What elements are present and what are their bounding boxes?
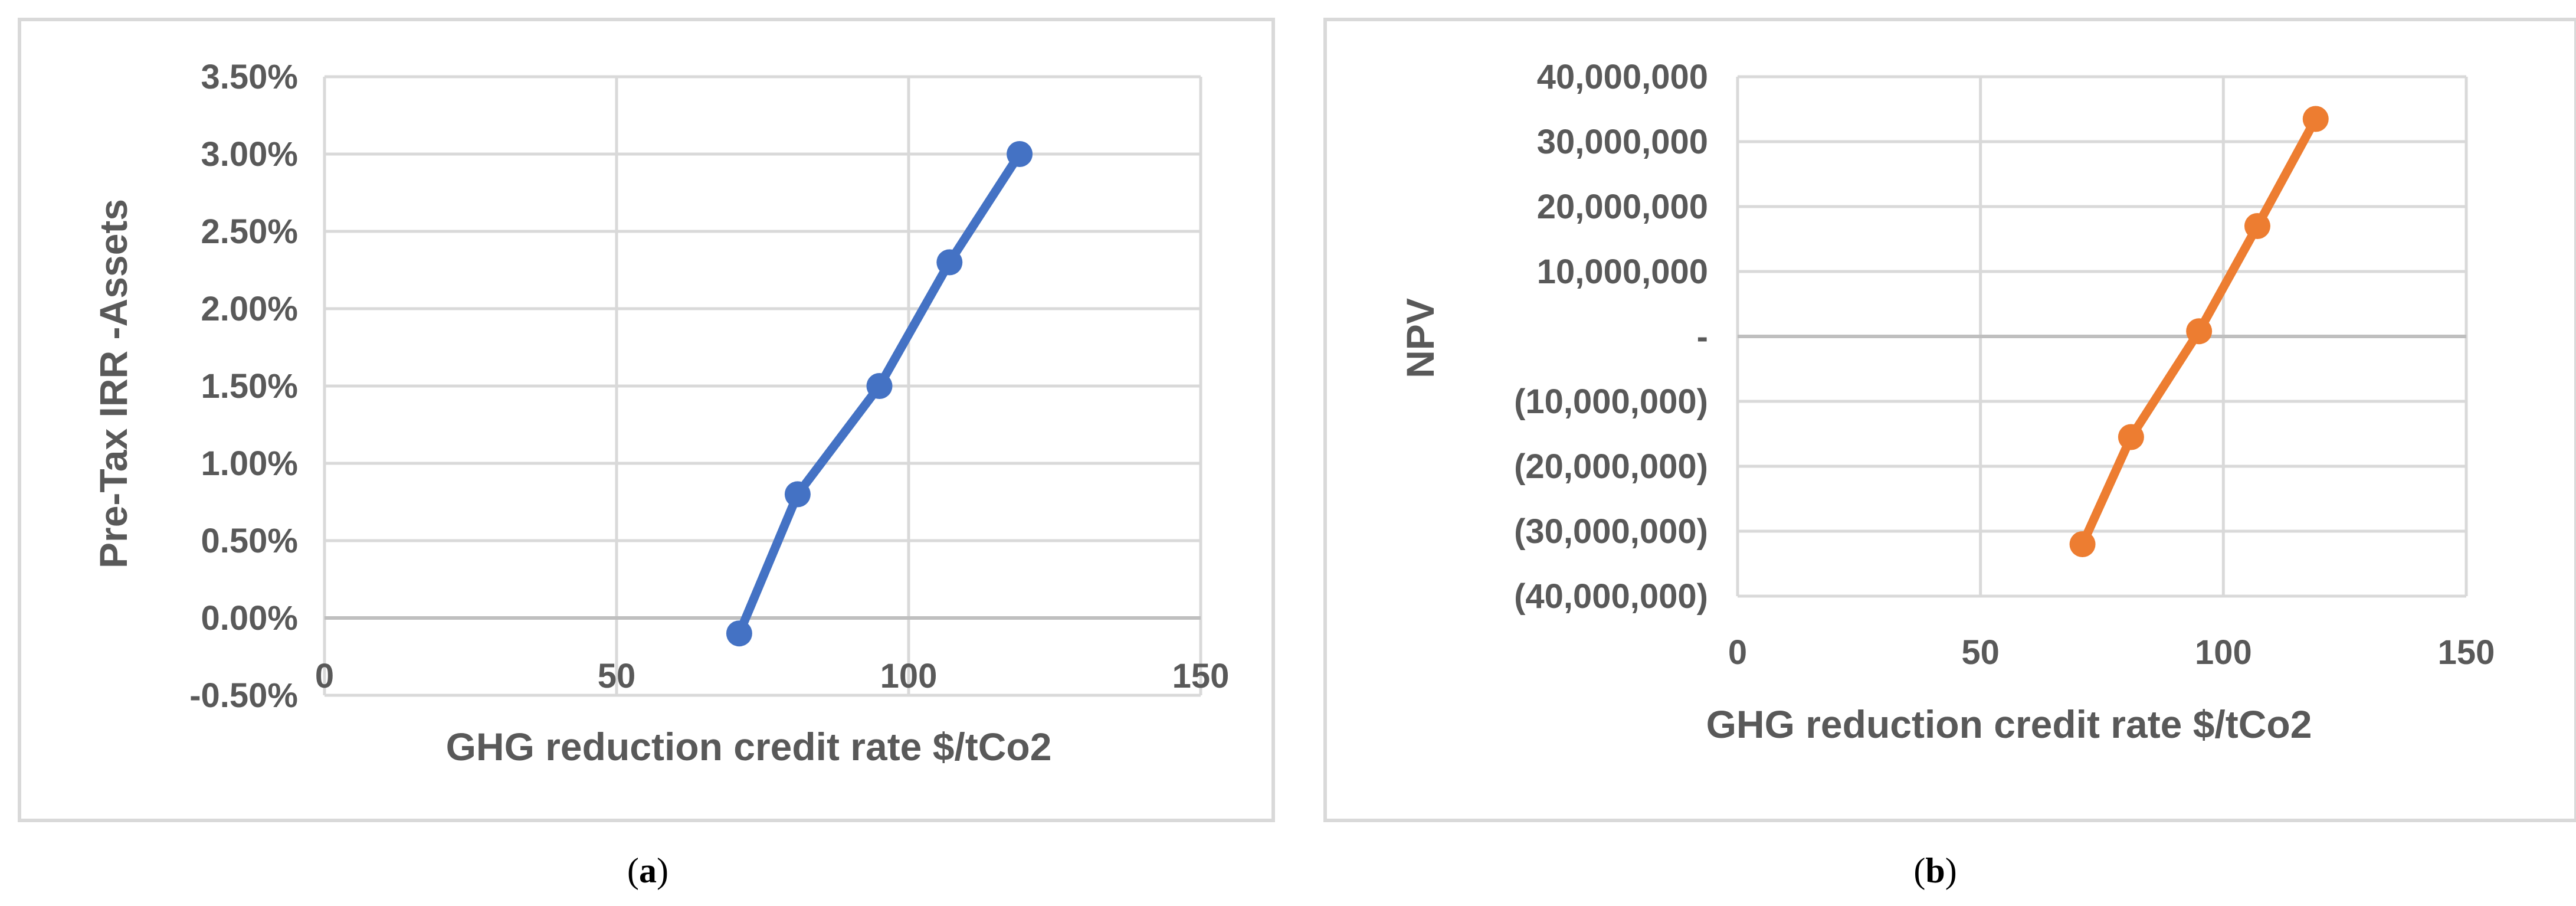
chart-a-y-axis-title: Pre-Tax IRR -Assets bbox=[91, 199, 135, 568]
chart-a-gridlines bbox=[323, 75, 1202, 697]
caption-b-open: ( bbox=[1913, 851, 1925, 890]
caption-b-close: ) bbox=[1945, 851, 1957, 890]
caption-a-close: ) bbox=[657, 851, 668, 890]
chart-b-series bbox=[2069, 106, 2329, 557]
chart-a-y-tick-label: 1.50% bbox=[201, 367, 298, 405]
caption-b: (b) bbox=[1913, 851, 1956, 890]
chart-b-data-point bbox=[2069, 531, 2096, 557]
chart-a-x-ticks: 0 50 100 150 bbox=[315, 657, 1230, 695]
chart-b-data-point bbox=[2302, 106, 2329, 132]
chart-a-data-point bbox=[1007, 141, 1033, 167]
chart-b-y-tick-label: (20,000,000) bbox=[1514, 447, 1708, 486]
chart-b-x-tick-label: 50 bbox=[1961, 633, 2000, 672]
chart-b-x-axis-title: GHG reduction credit rate $/tCo2 bbox=[1706, 702, 2312, 746]
chart-b-y-tick-label: 40,000,000 bbox=[1537, 58, 1708, 96]
chart-a-x-axis-title: GHG reduction credit rate $/tCo2 bbox=[446, 725, 1052, 768]
chart-a-x-tick-label: 100 bbox=[880, 657, 938, 695]
chart-a-y-tick-label: 2.50% bbox=[201, 212, 298, 251]
chart-b-y-tick-label: (10,000,000) bbox=[1514, 382, 1708, 421]
chart-b-y-tick-label: (30,000,000) bbox=[1514, 512, 1708, 551]
chart-b-y-tick-label: 30,000,000 bbox=[1537, 123, 1708, 161]
chart-b-y-ticks: (40,000,000) (30,000,000) (20,000,000) (10,… bbox=[1514, 58, 1708, 616]
chart-a-y-tick-label: 3.00% bbox=[201, 135, 298, 174]
chart-b-data-point bbox=[2186, 318, 2213, 345]
chart-a-y-tick-label: -0.50% bbox=[189, 676, 298, 715]
chart-a-x-tick-label: 50 bbox=[598, 657, 636, 695]
chart-b-gridlines bbox=[1736, 75, 2468, 598]
chart-b-x-tick-label: 150 bbox=[2438, 633, 2495, 672]
caption-b-letter: b bbox=[1925, 851, 1945, 890]
chart-a-y-tick-label: 0.50% bbox=[201, 522, 298, 560]
chart-a-data-point bbox=[936, 249, 963, 276]
chart-b-data-point bbox=[2244, 213, 2270, 239]
chart-b-frame bbox=[1323, 18, 2576, 822]
chart-b-data-point bbox=[2118, 424, 2144, 450]
chart-b-y-tick-label: - bbox=[1697, 318, 1708, 356]
caption-a-open: ( bbox=[627, 851, 639, 890]
chart-b-y-axis-title: NPV bbox=[1398, 298, 1442, 378]
chart-a-y-tick-label: 0.00% bbox=[201, 599, 298, 637]
caption-a-letter: a bbox=[639, 851, 657, 890]
chart-a-x-tick-label: 0 bbox=[315, 657, 334, 695]
chart-b-y-tick-label: 20,000,000 bbox=[1537, 188, 1708, 226]
caption-a: (a) bbox=[627, 851, 668, 890]
chart-a-data-point bbox=[726, 620, 752, 647]
chart-a-data-point bbox=[784, 481, 811, 508]
chart-b-y-tick-label: 10,000,000 bbox=[1537, 253, 1708, 291]
chart-panel-b: (40,000,000) (30,000,000) (20,000,000) (10,… bbox=[1323, 18, 2576, 822]
chart-b-x-ticks: 0 50 100 150 bbox=[1728, 633, 2495, 672]
chart-a-data-point bbox=[866, 373, 893, 399]
chart-a-x-tick-label: 150 bbox=[1172, 657, 1230, 695]
chart-a-y-ticks: -0.50% 0.00% 0.50% 1.00% 1.50% 2.00% 2.50% 3.00… bbox=[189, 58, 298, 715]
chart-panel-a: -0.50% 0.00% 0.50% 1.00% 1.50% 2.00% 2.50% 3.00… bbox=[18, 18, 1275, 822]
chart-b-x-tick-label: 0 bbox=[1728, 633, 1747, 672]
chart-b-x-tick-label: 100 bbox=[2195, 633, 2252, 672]
chart-a-series bbox=[726, 141, 1033, 647]
chart-a-y-tick-label: 2.00% bbox=[201, 290, 298, 328]
chart-a-y-tick-label: 1.00% bbox=[201, 444, 298, 483]
chart-b-y-tick-label: (40,000,000) bbox=[1514, 577, 1708, 616]
chart-a-y-tick-label: 3.50% bbox=[201, 58, 298, 96]
